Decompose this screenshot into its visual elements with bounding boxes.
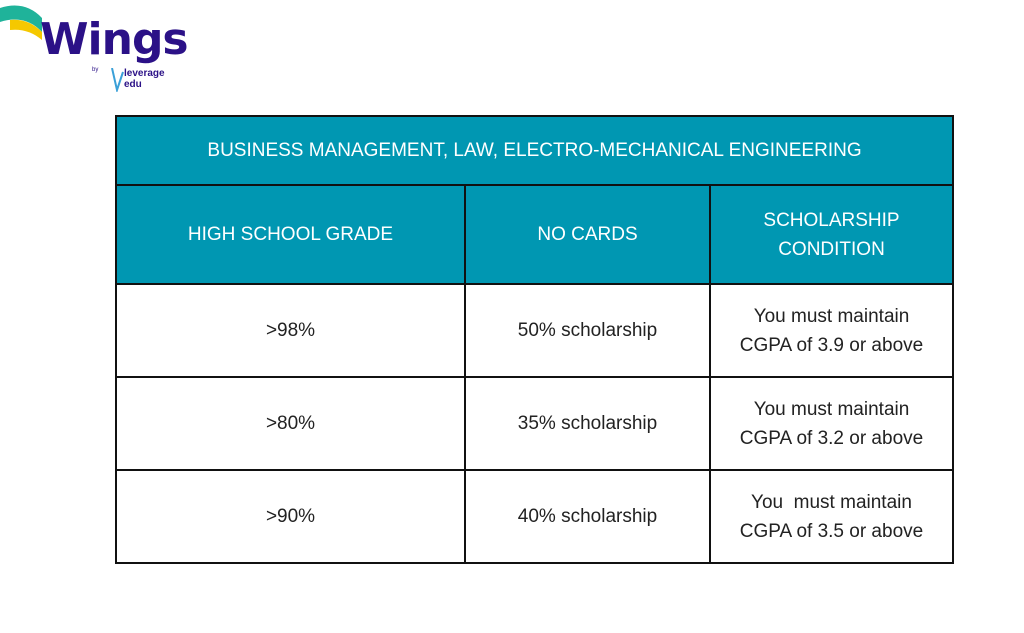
cell-grade: >90% [115,469,466,564]
table-row: >80% 35% scholarship You must maintain C… [115,376,954,471]
table-title-row: BUSINESS MANAGEMENT, LAW, ELECTRO-MECHAN… [115,115,954,186]
cell-grade: >98% [115,283,466,378]
logo-brand: leverage edu [124,68,165,90]
scholarship-table: BUSINESS MANAGEMENT, LAW, ELECTRO-MECHAN… [115,115,954,564]
cell-scholarship: 35% scholarship [464,376,711,471]
logo-wordmark: Wings [40,14,189,65]
wings-logo: Wings by leverage edu [0,0,189,100]
cell-condition: You must maintain CGPA of 3.2 or above [709,376,954,471]
leverage-edu-icon [111,68,124,92]
cell-condition: You must maintain CGPA of 3.9 or above [709,283,954,378]
logo-by: by [92,67,99,73]
cell-grade: >80% [115,376,466,471]
header-scholarship-condition: SCHOLARSHIP CONDITION [709,184,954,285]
header-no-cards: NO CARDS [464,184,711,285]
table-row: >90% 40% scholarship You must maintain C… [115,469,954,564]
cell-scholarship: 50% scholarship [464,283,711,378]
cell-condition: You must maintain CGPA of 3.5 or above [709,469,954,564]
table-row: >98% 50% scholarship You must maintain C… [115,283,954,378]
header-high-school-grade: HIGH SCHOOL GRADE [115,184,466,285]
table-header-row: HIGH SCHOOL GRADE NO CARDS SCHOLARSHIP C… [115,184,954,285]
table-title: BUSINESS MANAGEMENT, LAW, ELECTRO-MECHAN… [115,115,954,186]
wings-swoosh-icon [0,5,42,40]
cell-scholarship: 40% scholarship [464,469,711,564]
